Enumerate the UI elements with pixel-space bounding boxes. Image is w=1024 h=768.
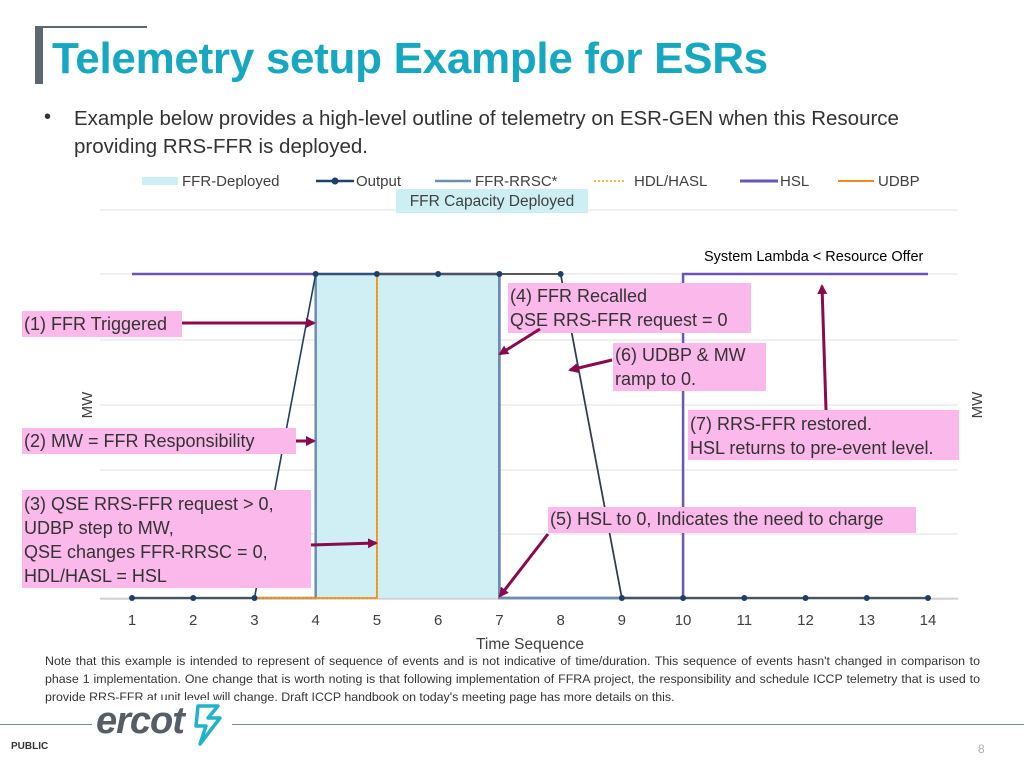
x-tick-label-2: 2 (189, 612, 197, 629)
annotation-7-line-2: HSL returns to pre-event level. (690, 438, 933, 458)
lightning-icon (194, 704, 222, 746)
output-point-8 (557, 271, 564, 277)
bullet-marker: • (44, 106, 52, 128)
annotation-3-line-1: (3) QSE RRS-FFR request > 0, (24, 494, 274, 514)
logo-wordmark: ercot (96, 700, 185, 742)
output-point-12 (802, 595, 809, 601)
output-point-6 (435, 271, 442, 277)
output-point-4 (312, 271, 319, 277)
system-lambda-label: System Lambda < Resource Offer (704, 249, 924, 265)
x-tick-label-5: 5 (373, 612, 381, 629)
x-tick-label-13: 13 (858, 612, 875, 629)
ercot-logo: ercot (92, 700, 232, 752)
legend-label-2: FFR-RRSC* (475, 173, 558, 190)
series-ffr-deployed-area (315, 274, 500, 598)
annotation-box-5 (548, 507, 916, 533)
classification-label: PUBLIC (11, 741, 49, 752)
annotation-4-line-1: (4) FFR Recalled (510, 286, 647, 306)
y-axis-title-left: MW (79, 391, 96, 418)
annotation-4-line-2: QSE RRS-FFR request = 0 (510, 310, 728, 330)
annotation-6-line-2: ramp to 0. (615, 369, 696, 389)
annotation-box-6 (613, 343, 766, 391)
x-tick-label-3: 3 (250, 612, 258, 629)
x-tick-label-6: 6 (434, 612, 442, 629)
x-tick-label-7: 7 (495, 612, 503, 629)
y-axis-title-right: MW (969, 391, 986, 418)
x-tick-label-14: 14 (920, 612, 937, 629)
output-point-14 (924, 595, 931, 601)
legend-marker-output (331, 177, 339, 185)
shaded-area-label: FFR Capacity Deployed (410, 193, 575, 210)
annotation-box-3 (22, 490, 311, 588)
annotation-3-line-4: HDL/HASL = HSL (24, 566, 167, 586)
title-accent-bar (35, 27, 43, 84)
output-point-1 (129, 595, 135, 601)
annotation-3-line-2: UDBP step to MW, (24, 518, 174, 538)
annotation-3-line-3: QSE changes FFR-RRSC = 0, (24, 542, 268, 562)
annotation-box-7 (688, 410, 959, 460)
legend-label-0: FFR-Deployed (182, 173, 280, 190)
annotation-arrow-5 (498, 533, 550, 598)
output-point-9 (618, 595, 625, 601)
output-point-10 (680, 595, 687, 601)
annotation-arrow-7 (817, 284, 828, 411)
legend-swatch-ffr-deployed (142, 177, 178, 185)
shaded-area-label-bg (396, 189, 588, 213)
title-accent-line (35, 26, 147, 28)
page-title: Telemetry setup Example for ESRs (52, 34, 768, 83)
annotation-box-4 (508, 283, 751, 333)
output-point-5 (373, 271, 380, 277)
page-number: 8 (978, 742, 985, 756)
legend-label-5: UDBP (878, 173, 920, 190)
output-point-13 (863, 595, 870, 601)
x-tick-label-9: 9 (618, 612, 626, 629)
x-tick-label-1: 1 (128, 612, 136, 629)
legend-label-4: HSL (780, 173, 809, 190)
x-tick-label-11: 11 (737, 612, 753, 629)
footer-divider (0, 724, 1024, 725)
x-tick-label-4: 4 (312, 612, 320, 629)
annotation-box-2 (22, 428, 296, 454)
x-tick-label-12: 12 (797, 612, 814, 629)
x-tick-label-10: 10 (675, 612, 692, 629)
legend-label-3: HDL/HASL (634, 173, 707, 190)
output-point-11 (741, 595, 748, 601)
bullet-text: Example below provides a high-level outl… (74, 107, 899, 158)
footnote: Note that this example is intended to re… (45, 654, 980, 704)
annotation-arrow-3 (310, 538, 378, 549)
output-point-7 (496, 271, 503, 277)
annotation-6-line-1: (6) UDBP & MW (615, 345, 746, 365)
annotation-1-line-1: (1) FFR Triggered (24, 314, 167, 334)
annotation-7-line-1: (7) RRS-FFR restored. (690, 414, 872, 434)
annotation-2-line-1: (2) MW = FFR Responsibility (24, 431, 255, 451)
x-axis-title: Time Sequence (476, 636, 584, 653)
legend-label-1: Output (356, 173, 402, 190)
annotation-box-1 (22, 311, 182, 337)
annotation-arrow-6 (568, 358, 613, 374)
x-tick-label-8: 8 (556, 612, 564, 629)
output-point-2 (190, 595, 197, 601)
annotation-arrow-4 (498, 327, 541, 356)
output-point-3 (251, 595, 258, 601)
annotation-5-line-1: (5) HSL to 0, Indicates the need to char… (550, 509, 884, 529)
